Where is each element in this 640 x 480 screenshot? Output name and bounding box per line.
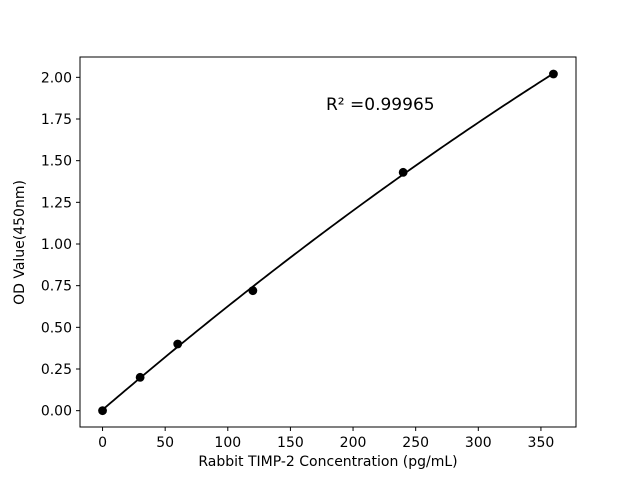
y-tick-label: 2.00 (41, 70, 72, 86)
x-tick-label: 250 (402, 435, 429, 451)
y-tick-label: 0.00 (41, 404, 72, 420)
data-point-marker (398, 167, 408, 177)
x-tick-label: 200 (340, 435, 367, 451)
plot-frame (79, 56, 577, 428)
data-series (98, 69, 558, 416)
y-axis-ticks: 0.00 0.25 0.50 0.75 1.00 1.25 1.50 1.75 2.00 (41, 70, 80, 420)
x-axis-label: Rabbit TIMP-2 Concentration (pg/mL) (198, 454, 457, 470)
y-tick-label: 1.50 (41, 154, 72, 170)
data-point-marker (135, 372, 145, 382)
y-axis-label: OD Value(450nm) (12, 180, 28, 305)
y-tick-label: 1.75 (41, 112, 72, 128)
y-tick-label: 1.25 (41, 195, 72, 211)
data-point-marker (549, 69, 558, 79)
r-squared-annotation: R² =0.99965 (326, 95, 435, 115)
data-point-marker (173, 339, 183, 349)
y-tick-label: 1.00 (41, 237, 72, 253)
y-tick-label: 0.25 (41, 362, 72, 378)
axes-spines (79, 56, 577, 428)
x-axis-ticks: 0 50 100 150 200 250 300 350 (98, 427, 554, 451)
x-tick-label: 100 (214, 435, 241, 451)
y-tick-label: 0.75 (41, 279, 72, 295)
data-point-marker (248, 286, 258, 296)
x-tick-label: 300 (465, 435, 492, 451)
x-tick-label: 150 (277, 435, 304, 451)
data-point-marker (98, 406, 107, 416)
x-tick-label: 350 (528, 435, 555, 451)
y-tick-label: 0.50 (41, 320, 72, 336)
fit-curve (101, 72, 555, 411)
x-tick-label: 50 (156, 435, 174, 451)
x-tick-label: 0 (98, 435, 107, 451)
